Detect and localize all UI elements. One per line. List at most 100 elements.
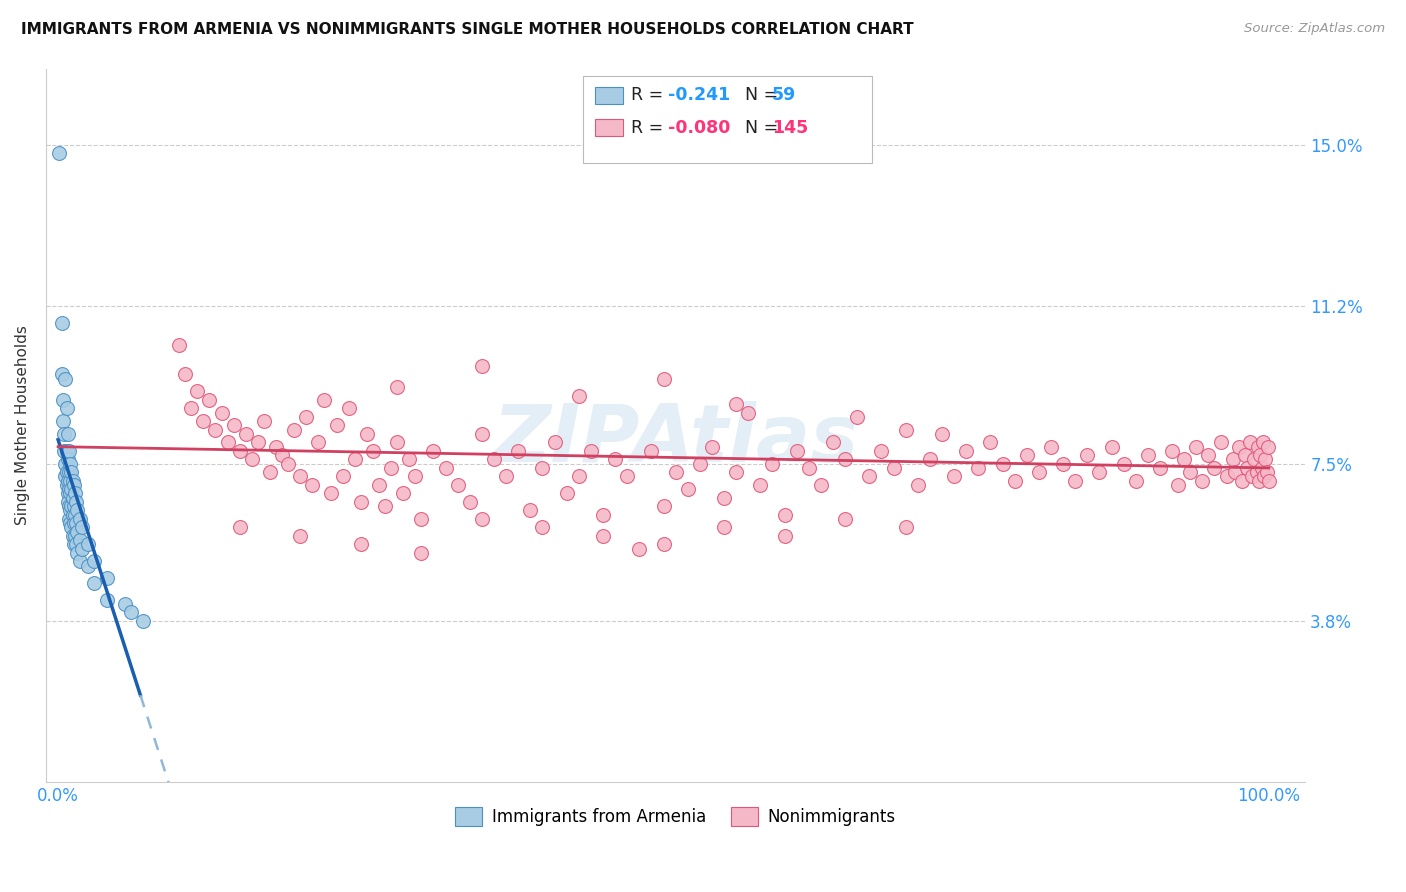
Point — [77, 537, 100, 551]
Point — [343, 452, 366, 467]
Point — [447, 478, 470, 492]
Point — [700, 440, 723, 454]
Point — [59, 474, 82, 488]
Point — [283, 423, 305, 437]
Point — [1223, 465, 1246, 479]
Point — [53, 457, 76, 471]
Point — [66, 503, 89, 517]
Point — [834, 452, 856, 467]
Point — [1191, 474, 1213, 488]
Point — [1232, 474, 1254, 488]
Point — [63, 499, 86, 513]
Point — [991, 457, 1014, 471]
Point — [1028, 465, 1050, 479]
Point — [56, 474, 79, 488]
Y-axis label: Single Mother Households: Single Mother Households — [15, 326, 30, 525]
Point — [508, 444, 530, 458]
Point — [271, 448, 294, 462]
Point — [63, 516, 86, 531]
Point — [59, 503, 82, 517]
Point — [1004, 474, 1026, 488]
Point — [48, 146, 70, 161]
Point — [821, 435, 844, 450]
Point — [555, 486, 578, 500]
Point — [1040, 440, 1063, 454]
Point — [53, 372, 76, 386]
Point — [356, 426, 378, 441]
Point — [114, 597, 136, 611]
Text: ZIPAtlas: ZIPAtlas — [492, 401, 859, 479]
Point — [59, 486, 82, 500]
Point — [495, 469, 517, 483]
Point — [63, 486, 86, 500]
Point — [1161, 444, 1184, 458]
Point — [665, 465, 688, 479]
Point — [83, 575, 105, 590]
Point — [568, 389, 591, 403]
Point — [193, 414, 215, 428]
Point — [63, 508, 86, 522]
Point — [834, 512, 856, 526]
Point — [955, 444, 977, 458]
Point — [55, 444, 77, 458]
Point — [870, 444, 893, 458]
Point — [1015, 448, 1038, 462]
Point — [60, 499, 83, 513]
Point — [676, 482, 699, 496]
Point — [180, 401, 202, 416]
Point — [58, 512, 80, 526]
Point — [83, 554, 105, 568]
Point — [404, 469, 426, 483]
Point — [222, 418, 245, 433]
Point — [1249, 448, 1271, 462]
Point — [62, 508, 84, 522]
Text: 145: 145 — [772, 119, 808, 136]
Point — [640, 444, 662, 458]
Point — [786, 444, 808, 458]
Point — [53, 444, 76, 458]
Point — [592, 529, 614, 543]
Point — [65, 495, 87, 509]
Point — [713, 520, 735, 534]
Point — [350, 537, 373, 551]
Point — [167, 337, 190, 351]
Text: R =: R = — [631, 87, 669, 104]
Point — [883, 461, 905, 475]
Point — [810, 478, 832, 492]
Point — [1136, 448, 1159, 462]
Point — [52, 392, 75, 407]
Point — [1197, 448, 1219, 462]
Point — [62, 474, 84, 488]
Text: IMMIGRANTS FROM ARMENIA VS NONIMMIGRANTS SINGLE MOTHER HOUSEHOLDS CORRELATION CH: IMMIGRANTS FROM ARMENIA VS NONIMMIGRANTS… — [21, 22, 914, 37]
Point — [1167, 478, 1189, 492]
Point — [979, 435, 1001, 450]
Point — [398, 452, 420, 467]
Point — [616, 469, 638, 483]
Point — [392, 486, 415, 500]
Point — [69, 512, 91, 526]
Point — [1239, 435, 1261, 450]
Point — [1173, 452, 1195, 467]
Point — [55, 465, 77, 479]
Point — [628, 541, 651, 556]
Point — [592, 508, 614, 522]
Text: -0.241: -0.241 — [668, 87, 730, 104]
Point — [186, 384, 208, 399]
Point — [1254, 452, 1277, 467]
Point — [59, 516, 82, 531]
Point — [295, 409, 318, 424]
Point — [55, 401, 77, 416]
Point — [1149, 461, 1171, 475]
Point — [60, 520, 83, 534]
Point — [198, 392, 221, 407]
Text: N =: N = — [734, 119, 783, 136]
Point — [96, 592, 118, 607]
Point — [689, 457, 711, 471]
Point — [217, 435, 239, 450]
Point — [350, 495, 373, 509]
Point — [434, 461, 457, 475]
Point — [253, 414, 276, 428]
Point — [60, 465, 83, 479]
Point — [907, 478, 929, 492]
Point — [240, 452, 263, 467]
